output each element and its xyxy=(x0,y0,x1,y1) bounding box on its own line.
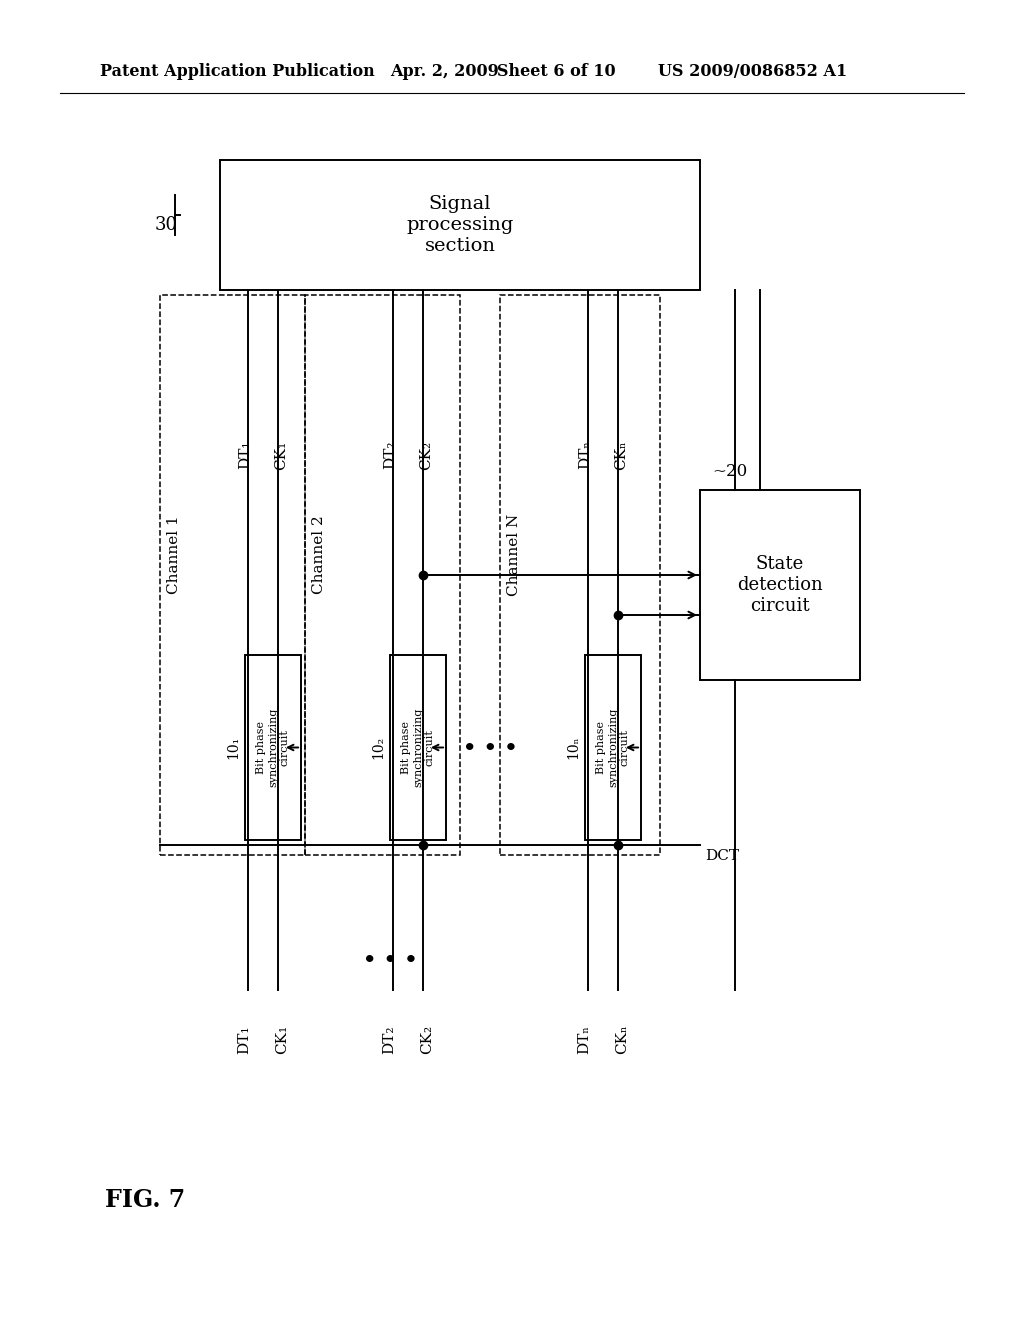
Text: Signal
processing
section: Signal processing section xyxy=(407,195,514,255)
Text: Bit phase
synchronizing
circuit: Bit phase synchronizing circuit xyxy=(256,708,290,787)
Text: State
detection
circuit: State detection circuit xyxy=(737,556,823,615)
Text: DT₁: DT₁ xyxy=(237,1026,251,1053)
Text: Channel N: Channel N xyxy=(507,513,521,597)
Text: DT₂: DT₂ xyxy=(383,441,397,469)
Text: CK₂: CK₂ xyxy=(419,441,433,470)
Text: DTₙ: DTₙ xyxy=(578,441,592,470)
Text: Patent Application Publication: Patent Application Publication xyxy=(100,63,375,81)
Text: Apr. 2, 2009: Apr. 2, 2009 xyxy=(390,63,499,81)
Text: Bit phase
synchronizing
circuit: Bit phase synchronizing circuit xyxy=(596,708,630,787)
Bar xyxy=(220,160,700,290)
Text: US 2009/0086852 A1: US 2009/0086852 A1 xyxy=(658,63,847,81)
Text: 10₁: 10₁ xyxy=(226,737,240,759)
Text: CKₙ: CKₙ xyxy=(615,1026,629,1055)
Bar xyxy=(500,294,660,855)
Text: CK₂: CK₂ xyxy=(420,1026,434,1055)
Text: 10₂: 10₂ xyxy=(371,735,385,759)
Text: 10ₙ: 10ₙ xyxy=(566,735,580,759)
Bar xyxy=(245,655,301,840)
Text: 30: 30 xyxy=(155,216,178,234)
Text: CKₙ: CKₙ xyxy=(614,441,628,470)
Text: Channel 2: Channel 2 xyxy=(312,516,326,594)
Text: CK₁: CK₁ xyxy=(274,441,288,470)
Text: CK₁: CK₁ xyxy=(275,1026,289,1055)
Bar xyxy=(585,655,641,840)
Bar xyxy=(160,294,305,855)
Text: DT₂: DT₂ xyxy=(382,1026,396,1053)
Text: Channel 1: Channel 1 xyxy=(167,516,181,594)
Text: FIG. 7: FIG. 7 xyxy=(105,1188,185,1212)
Bar xyxy=(305,294,460,855)
Text: • • •: • • • xyxy=(362,950,418,970)
Text: Bit phase
synchronizing
circuit: Bit phase synchronizing circuit xyxy=(401,708,434,787)
Bar xyxy=(390,655,446,840)
Bar xyxy=(700,490,860,680)
Text: DT₁: DT₁ xyxy=(238,441,252,469)
Text: Sheet 6 of 10: Sheet 6 of 10 xyxy=(497,63,615,81)
Text: DTₙ: DTₙ xyxy=(577,1026,591,1053)
Text: • • •: • • • xyxy=(463,738,517,758)
Text: DCT: DCT xyxy=(705,849,739,863)
Text: ~20: ~20 xyxy=(712,463,748,480)
